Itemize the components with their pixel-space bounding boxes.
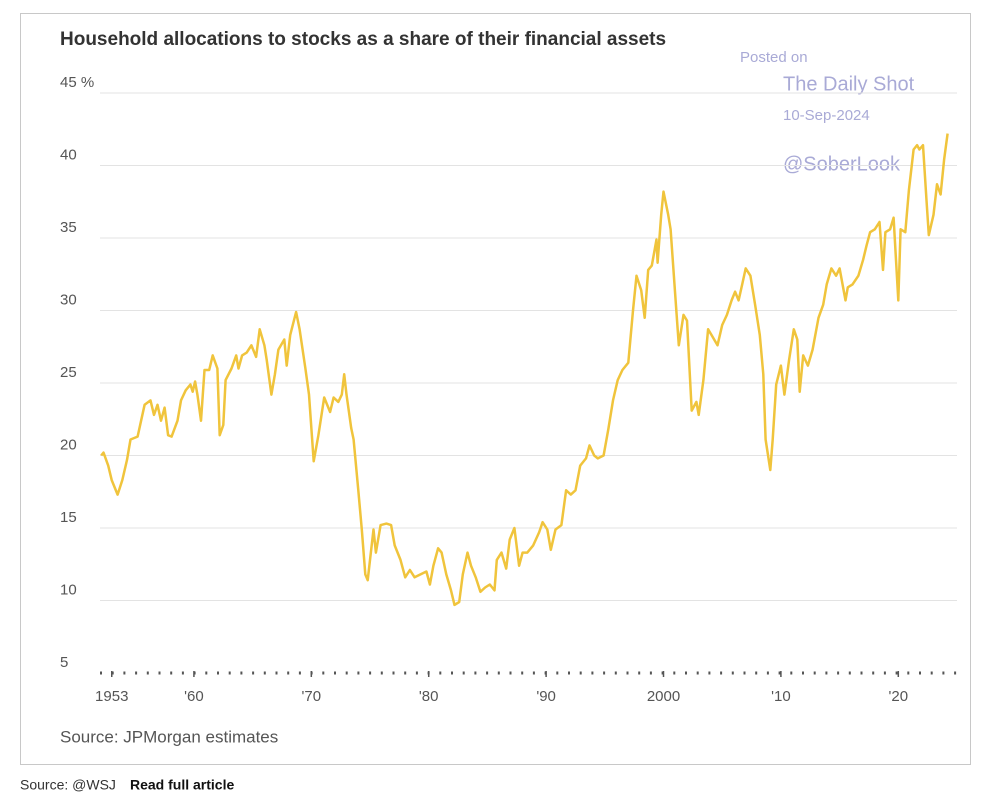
y-tick-label: 10	[60, 581, 77, 598]
y-tick-label: 35	[60, 219, 77, 236]
x-tick-label: '90	[536, 688, 556, 705]
watermark: The Daily Shot	[783, 73, 915, 95]
read-article-link[interactable]: Read full article	[130, 777, 234, 792]
data-line	[100, 133, 949, 607]
x-tick-label: '80	[419, 688, 439, 705]
y-tick-label: 15	[60, 509, 77, 526]
footer-source: Source: @WSJ	[20, 777, 116, 792]
y-tick-label: 40	[60, 146, 77, 163]
y-tick-label: 20	[60, 436, 77, 453]
watermark: 10-Sep-2024	[783, 107, 870, 124]
x-tick-label: '70	[302, 688, 322, 705]
x-tick-label: '20	[889, 688, 909, 705]
x-tick-label: 2000	[647, 688, 680, 705]
watermark: Posted on	[740, 49, 808, 66]
x-tick-label: '60	[184, 688, 204, 705]
x-tick-label: 1953	[95, 688, 128, 705]
x-tick-label: '10	[771, 688, 791, 705]
chart-frame	[20, 13, 971, 765]
y-tick-label: 45 %	[60, 74, 94, 91]
y-tick-label: 25	[60, 364, 77, 381]
chart-source: Source: JPMorgan estimates	[60, 727, 278, 746]
y-tick-label: 30	[60, 291, 77, 308]
y-tick-label: 5	[60, 654, 68, 671]
watermark: @SoberLook	[783, 153, 901, 175]
chart-title: Household allocations to stocks as a sha…	[60, 29, 666, 50]
